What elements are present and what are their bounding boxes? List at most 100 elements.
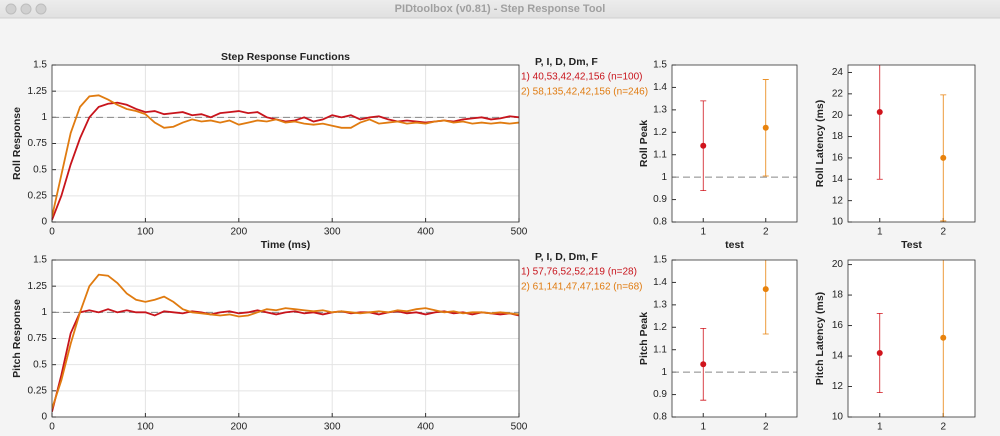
y-tick-label: 1 (41, 307, 47, 318)
y-axis-label: Roll Peak (638, 120, 650, 167)
y-tick-label: 14 (832, 174, 844, 185)
x-tick-label: 1 (700, 422, 706, 433)
y-tick-label: 0.8 (653, 217, 667, 228)
mean-point (700, 361, 707, 368)
x-tick-label: 200 (230, 227, 247, 238)
mean-point (876, 349, 883, 356)
y-tick-label: 1.2 (653, 127, 667, 138)
y-tick-label: 1 (661, 367, 667, 378)
y-tick-label: 1.5 (653, 255, 667, 266)
zoom-button[interactable] (35, 3, 47, 15)
y-tick-label: 20 (832, 110, 844, 121)
y-tick-label: 1.5 (33, 255, 47, 266)
y-tick-label: 1.4 (653, 82, 667, 93)
plot-area (672, 65, 797, 222)
series-group (876, 260, 947, 417)
y-tick-label: 1.3 (653, 299, 667, 310)
title-bar (0, 0, 1000, 18)
x-tick-label: 100 (137, 227, 154, 238)
minimize-button[interactable] (20, 3, 32, 15)
mean-point (940, 334, 947, 341)
plot-border (671, 259, 798, 418)
plot-border (51, 64, 520, 223)
x-tick-label: 500 (511, 422, 528, 433)
plot: 0 0.25 0.5 0.75 1 1.25 1.5 0 100 200 300 400 500 1) 5… (11, 251, 643, 433)
close-button[interactable] (5, 3, 17, 15)
y-tick-label: 0.5 (33, 359, 47, 370)
y-tick-label: 1.5 (33, 60, 47, 71)
y-tick-label: 10 (832, 217, 844, 228)
plot-border (671, 64, 798, 223)
plot: 0.8 0.9 1 1.1 1.2 1.3 1.4 1.5 1 2 test Roll Peak (638, 60, 798, 251)
legend-entry: 2) 58,135,42,42,156 (n=246) (521, 87, 648, 98)
plot-border (51, 259, 520, 418)
plot: 0 0.25 0.5 0.75 1 1.25 1.5 0 100 200 300 400 500 1) 4… (11, 51, 648, 251)
y-tick-label: 0 (41, 217, 47, 228)
plot-area (848, 260, 975, 417)
x-tick-label: 2 (763, 422, 769, 433)
mean-point (762, 286, 769, 293)
legend-title: P, I, D, Dm, F (535, 251, 598, 263)
x-tick-label: 300 (324, 422, 341, 433)
y-tick-label: 1.2 (653, 322, 667, 333)
mean-point (762, 124, 769, 131)
x-tick-label: 400 (417, 227, 434, 238)
mean-point (876, 108, 883, 115)
response-line (52, 273, 519, 409)
y-axis-label: Pitch Peak (638, 312, 650, 365)
series-group (700, 79, 769, 191)
y-tick-label: 1.1 (653, 149, 667, 160)
y-tick-label: 1 (41, 112, 47, 123)
y-tick-label: 0.9 (653, 194, 667, 205)
series-group (876, 65, 947, 222)
y-tick-label: 0 (41, 412, 47, 423)
y-tick-label: 1.3 (653, 104, 667, 115)
y-tick-label: 16 (832, 320, 844, 331)
legend-entry: 2) 61,141,47,47,162 (n=68) (521, 282, 642, 293)
y-tick-label: 1.5 (653, 60, 667, 71)
x-tick-label: 400 (417, 422, 434, 433)
y-tick-label: 0.25 (28, 190, 48, 201)
legend-entry: 1) 40,53,42,42,156 (n=100) (521, 72, 642, 83)
x-tick-label: 0 (49, 227, 55, 238)
legend-title: P, I, D, Dm, F (535, 56, 598, 68)
y-tick-label: 1.4 (653, 277, 667, 288)
y-tick-label: 10 (832, 412, 844, 423)
y-tick-label: 16 (832, 153, 844, 164)
y-tick-label: 1 (661, 172, 667, 183)
y-tick-label: 1.25 (28, 86, 48, 97)
x-tick-label: 2 (940, 422, 946, 433)
x-tick-label: 300 (324, 227, 341, 238)
x-tick-label: 1 (877, 422, 883, 433)
mean-point (940, 154, 947, 161)
y-axis-label: Pitch Response (11, 299, 23, 378)
y-tick-label: 18 (832, 290, 844, 301)
plot-border (847, 64, 976, 223)
y-tick-label: 18 (832, 131, 844, 142)
x-tick-label: 0 (49, 422, 55, 433)
x-tick-label: 2 (940, 227, 946, 238)
legend-entry: 1) 57,76,52,52,219 (n=28) (521, 267, 637, 278)
mean-point (700, 142, 707, 149)
series-group (52, 273, 519, 412)
x-tick-label: 200 (230, 422, 247, 433)
plot-area (848, 65, 975, 222)
y-tick-label: 1.25 (28, 281, 48, 292)
y-axis-label: Pitch Latency (ms) (814, 292, 826, 385)
x-tick-label: 100 (137, 422, 154, 433)
plot-area (672, 260, 797, 417)
y-axis-label: Roll Latency (ms) (814, 100, 826, 188)
y-tick-label: 0.5 (33, 164, 47, 175)
y-tick-label: 0.8 (653, 412, 667, 423)
x-tick-label: 1 (700, 227, 706, 238)
y-axis-label: Roll Response (11, 107, 23, 180)
y-tick-label: 0.9 (653, 389, 667, 400)
x-tick-label: 1 (877, 227, 883, 238)
x-axis-label: Test (901, 239, 922, 251)
series-group (700, 260, 769, 401)
y-tick-label: 22 (832, 88, 844, 99)
series-group (52, 94, 519, 221)
